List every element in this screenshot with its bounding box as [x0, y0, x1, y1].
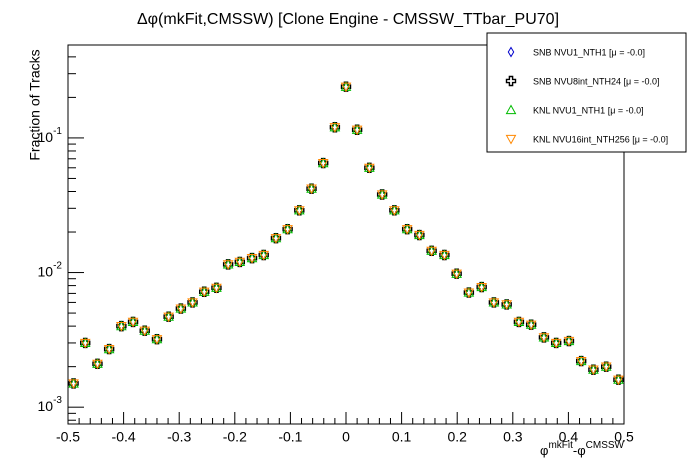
marker	[329, 123, 341, 133]
x-label-part: mkFit	[548, 440, 573, 451]
y-tick-base: 10	[38, 129, 54, 145]
x-tick-label: 0	[342, 429, 350, 445]
marker	[525, 320, 537, 331]
marker	[600, 362, 612, 373]
y-tick-base: 10	[38, 263, 54, 279]
marker	[270, 234, 282, 244]
x-tick-label: -0.5	[56, 429, 80, 445]
marker	[234, 257, 246, 268]
marker	[187, 298, 198, 308]
marker	[175, 304, 187, 315]
x-label-part: -φ	[573, 443, 586, 458]
marker	[92, 359, 103, 370]
marker	[588, 365, 599, 376]
x-tick-label: 0.5	[614, 429, 634, 445]
legend-label: KNL NVU16int_NTH256 [μ = -0.0]	[533, 134, 668, 144]
marker	[127, 317, 139, 328]
marker	[317, 159, 329, 169]
marker	[258, 250, 270, 261]
marker	[340, 82, 352, 93]
marker	[513, 317, 525, 328]
x-tick-label: 0.1	[392, 429, 412, 445]
marker	[414, 230, 425, 241]
marker	[211, 283, 222, 294]
marker	[538, 333, 550, 343]
marker	[351, 125, 363, 136]
marker	[293, 206, 305, 216]
y-tick-exponent: -1	[53, 126, 62, 137]
marker	[426, 246, 437, 257]
marker	[401, 225, 413, 235]
marker	[79, 338, 91, 349]
marker	[501, 300, 513, 310]
marker	[451, 269, 462, 280]
legend-label: SNB NVU8int_NTH24 [μ = -0.0]	[533, 76, 659, 86]
marker	[282, 225, 293, 235]
x-label-part: CMSSW	[586, 440, 625, 451]
marker	[151, 335, 163, 345]
y-tick-base: 10	[38, 398, 54, 414]
x-tick-label: -0.3	[167, 429, 191, 445]
x-axis-label: φmkFit-φCMSSW	[540, 440, 625, 459]
marker	[463, 288, 475, 299]
marker	[222, 260, 234, 270]
legend-label: KNL NVU1_NTH1 [μ = -0.0]	[533, 105, 644, 115]
y-tick-exponent: -2	[53, 260, 62, 271]
legend-label: SNB NVU1_NTH1 [μ = -0.0]	[533, 47, 645, 57]
y-tick-label: 10-1	[38, 126, 63, 145]
marker	[103, 345, 115, 355]
x-tick-label: 0.2	[447, 429, 467, 445]
marker	[139, 326, 151, 337]
legend-box	[486, 32, 687, 153]
x-tick-label: 0.3	[503, 429, 523, 445]
x-tick-label: -0.4	[112, 429, 136, 445]
marker	[613, 375, 624, 386]
marker	[563, 336, 575, 347]
marker	[550, 338, 562, 349]
marker	[364, 163, 375, 174]
marker	[505, 75, 517, 87]
marker	[68, 379, 79, 390]
marker	[488, 298, 500, 308]
marker	[246, 254, 258, 264]
marker	[439, 250, 450, 261]
marker	[116, 322, 127, 332]
marker	[163, 312, 174, 323]
marker	[505, 134, 517, 145]
marker	[507, 46, 515, 58]
y-tick-label: 10-2	[38, 260, 63, 279]
marker	[306, 184, 317, 195]
x-tick-label: -0.1	[278, 429, 302, 445]
x-label-part: φ	[540, 443, 548, 458]
y-tick-exponent: -3	[53, 395, 62, 406]
x-tick-label: 0.4	[559, 429, 579, 445]
chart-title: Δφ(mkFit,CMSSW) [Clone Engine - CMSSW_TT…	[137, 11, 559, 28]
y-axis-label: Fraction of Tracks	[27, 49, 43, 160]
marker	[198, 287, 210, 298]
x-tick-label: -0.2	[223, 429, 247, 445]
marker	[505, 104, 517, 115]
marker	[575, 356, 587, 367]
marker	[376, 190, 388, 201]
y-tick-label: 10-3	[38, 395, 63, 414]
marker	[389, 206, 400, 216]
marker	[476, 282, 488, 293]
